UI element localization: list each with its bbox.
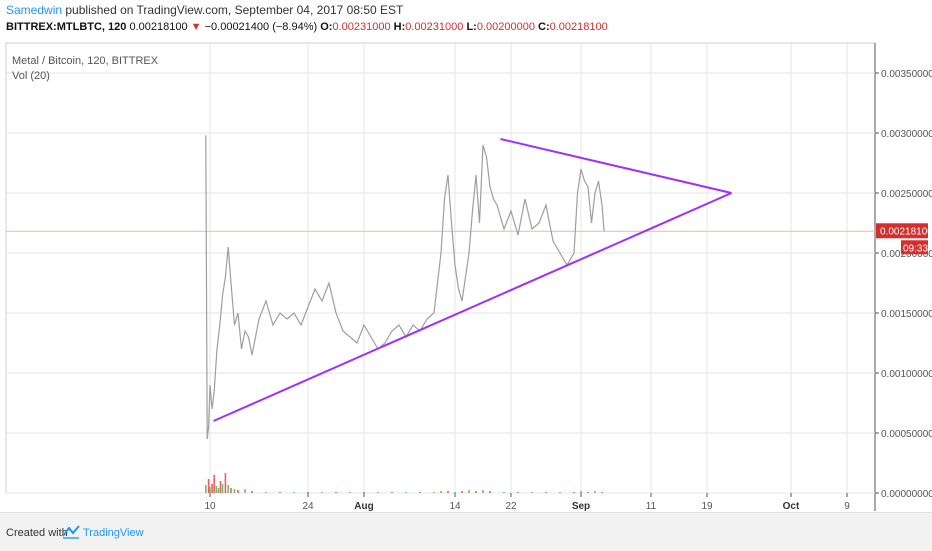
- price-series-line: [205, 135, 605, 440]
- volume-bar: [349, 492, 351, 493]
- volume-bar: [244, 489, 246, 493]
- chart-legend: Metal / Bitcoin, 120, BITTREX Vol (20): [12, 55, 158, 85]
- high-value: 0.00231000: [405, 21, 464, 33]
- volume-bar: [230, 488, 232, 493]
- volume-bar: [217, 488, 220, 493]
- volume-bar: [209, 487, 211, 493]
- y-tick-label: 0.00250000: [881, 189, 932, 200]
- volume-bar: [377, 492, 379, 493]
- volume-bar: [489, 491, 491, 493]
- x-tick-label: 10: [204, 501, 216, 512]
- volume-bar: [580, 491, 582, 493]
- volume-bar: [321, 492, 323, 493]
- high-label: H:: [393, 21, 406, 33]
- volume-bar: [601, 492, 603, 493]
- volume-bar: [213, 475, 215, 493]
- volume-bar: [265, 492, 267, 493]
- volume-bar: [440, 491, 442, 493]
- volume-bar: [219, 481, 222, 493]
- volume-indicator-label[interactable]: Vol (20): [12, 70, 50, 82]
- volume-bar: [419, 492, 421, 493]
- volume-bar: [221, 484, 224, 493]
- y-tick-label: 0.00000000: [881, 489, 932, 500]
- volume-bar: [447, 491, 449, 493]
- x-tick-label: Oct: [783, 501, 800, 512]
- volume-bar: [594, 491, 596, 493]
- published-text: published on TradingView.com, September …: [65, 3, 404, 17]
- volume-bar: [224, 473, 227, 493]
- volume-bar: [215, 486, 218, 493]
- volume-bar: [335, 492, 337, 493]
- open-label: O:: [320, 21, 333, 33]
- volume-bar: [207, 479, 210, 493]
- volume-bar: [433, 492, 435, 493]
- open-value: 0.00231000: [332, 21, 391, 33]
- symbol-label: BITTREX:MTLBTC, 120: [6, 21, 127, 33]
- y-tick-label: 0.00200000: [881, 249, 932, 260]
- current-price-badge-label: 0.00218100: [880, 226, 932, 237]
- close-value: 0.00218100: [549, 21, 608, 33]
- volume-bar: [205, 485, 207, 493]
- low-value: 0.00200000: [476, 21, 535, 33]
- volume-bar: [363, 492, 365, 493]
- tradingview-brand-link[interactable]: TradingView: [83, 527, 144, 539]
- volume-bar: [237, 490, 239, 493]
- x-tick-label: 24: [302, 501, 314, 512]
- volume-bar: [545, 492, 547, 493]
- volume-bar: [559, 492, 561, 493]
- volume-bar: [517, 492, 519, 493]
- y-tick-label: 0.00300000: [881, 129, 932, 140]
- current-price-badge: [876, 223, 928, 239]
- y-tick-label: 0.00050000: [881, 429, 932, 440]
- volume-bar: [454, 492, 456, 493]
- x-tick-label: 14: [449, 501, 461, 512]
- close-label: C:: [538, 21, 550, 33]
- volume-bar: [468, 490, 470, 493]
- volume-bar: [251, 491, 253, 493]
- volume-bar: [227, 485, 229, 493]
- volume-bar: [391, 492, 393, 493]
- x-tick-label: Sep: [572, 501, 590, 512]
- down-arrow-icon: ▼: [190, 21, 202, 33]
- price-chart[interactable]: 0.00350000 0.00300000 0.00250000 0.00200000…: [0, 0, 932, 512]
- x-tick-label: 9: [844, 501, 850, 512]
- x-tick-label: 22: [505, 501, 517, 512]
- volume-bar: [461, 491, 463, 493]
- volume-bar: [503, 492, 505, 493]
- volume-bar: [233, 489, 236, 493]
- plot-frame: [5, 42, 876, 494]
- volume-bar: [475, 491, 477, 493]
- ohlc-line: BITTREX:MTLBTC, 120 0.00218100 ▼ −0.0002…: [6, 21, 608, 33]
- volume-bar: [573, 492, 575, 493]
- x-tick-label: Aug: [354, 501, 373, 512]
- volume-bar: [587, 492, 589, 493]
- last-price: 0.00218100: [129, 21, 188, 33]
- footer: Created with TradingView: [0, 512, 932, 551]
- price-change: −0.00021400 (−8.94%): [204, 21, 318, 33]
- created-with-text: Created with: [6, 527, 68, 539]
- x-tick-label: 11: [646, 501, 657, 512]
- trendline-support: [213, 192, 732, 422]
- volume-bar: [293, 492, 295, 493]
- low-label: L:: [466, 21, 477, 33]
- y-tick-label: 0.00100000: [881, 369, 932, 380]
- countdown-badge: [901, 240, 928, 255]
- y-tick-label: 0.00150000: [881, 309, 932, 320]
- volume-bar: [211, 484, 213, 493]
- author-link[interactable]: Samedwin: [6, 3, 63, 17]
- publish-line: Samedwin published on TradingView.com, S…: [6, 3, 403, 17]
- tradingview-logo-icon: [62, 525, 80, 539]
- series-title: Metal / Bitcoin, 120, BITTREX: [12, 55, 159, 67]
- volume-bar: [405, 492, 407, 493]
- volume-bar: [279, 492, 281, 493]
- volume-bar: [531, 492, 533, 493]
- volume-bar: [482, 490, 484, 493]
- trendline-resistance: [500, 138, 732, 194]
- x-tick-label: 19: [701, 501, 713, 512]
- volume-bar: [307, 492, 309, 493]
- countdown-label: 09:33: [903, 243, 928, 254]
- y-tick-label: 0.00350000: [881, 69, 932, 80]
